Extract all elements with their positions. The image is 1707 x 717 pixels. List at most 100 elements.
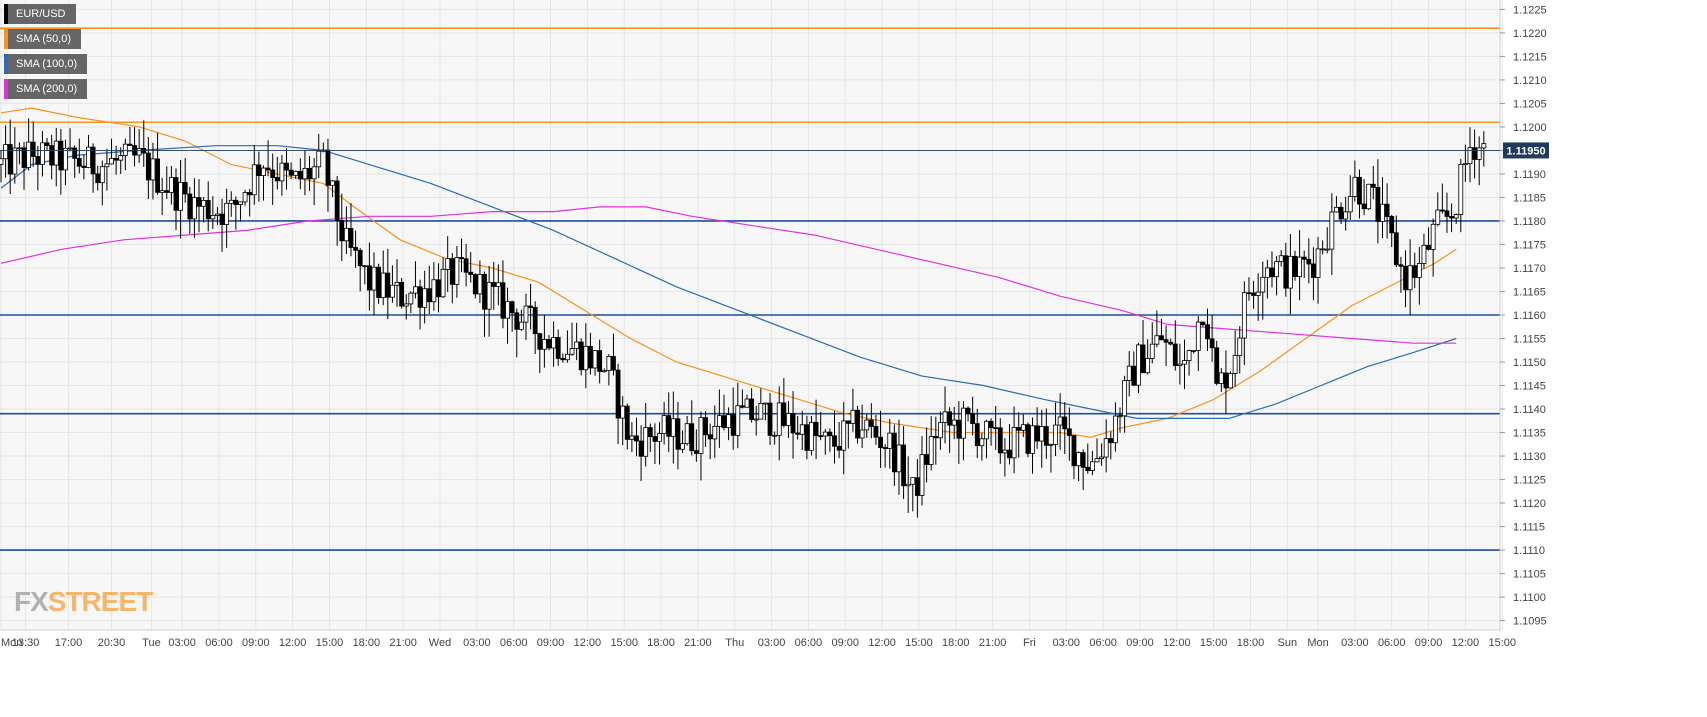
candle-body: [233, 199, 239, 206]
candle-body: [620, 405, 626, 419]
y-tick-label: 1.1140: [1513, 404, 1546, 416]
y-tick-label: 1.1185: [1513, 192, 1546, 204]
candle-body: [1334, 206, 1339, 213]
candle-body: [1228, 373, 1233, 389]
candle-body: [1085, 466, 1091, 471]
candle-body: [518, 321, 524, 330]
y-tick-label: 1.1205: [1513, 98, 1547, 110]
candle-body: [1255, 291, 1261, 296]
horizontal-levels: [0, 27, 1500, 551]
x-tick-label: Wed: [429, 637, 451, 649]
candle-body: [997, 427, 1003, 454]
candle-body: [887, 432, 893, 449]
candle-body: [348, 227, 354, 248]
candle-body: [1140, 344, 1146, 374]
candle-body: [330, 180, 335, 186]
y-tick-label: 1.1125: [1513, 475, 1546, 487]
candle-body: [873, 426, 879, 438]
candle-body: [95, 173, 101, 184]
candle-body: [523, 305, 529, 323]
candle-body: [928, 436, 934, 465]
candle-body: [454, 257, 460, 285]
candle-body: [486, 282, 492, 310]
candle-body: [790, 413, 796, 434]
candle-body: [551, 337, 556, 349]
candle-body: [196, 197, 202, 207]
candle-body: [864, 419, 870, 431]
candle-body: [1145, 358, 1151, 374]
candle-body: [1384, 203, 1390, 217]
candle-body: [1301, 256, 1307, 260]
candle-body: [21, 147, 27, 168]
candle-body: [624, 405, 630, 440]
candle-body: [1043, 426, 1049, 446]
candle-body: [178, 181, 183, 211]
candle-body: [1320, 248, 1326, 251]
candle-body: [712, 425, 718, 440]
x-tick-label: 15:00: [316, 637, 344, 649]
candle-body: [274, 177, 280, 182]
candle-body: [311, 166, 317, 180]
candle-body: [500, 282, 506, 319]
candle-body: [749, 398, 755, 420]
legend-label: SMA (100,0): [16, 58, 78, 70]
candle-body: [1218, 372, 1224, 384]
candle-body: [1472, 147, 1477, 160]
candle-body: [555, 337, 561, 359]
candle-body: [809, 421, 814, 451]
candle-body: [1182, 360, 1187, 365]
candle-body: [1089, 461, 1095, 471]
candle-body: [1062, 416, 1068, 430]
candle-body: [17, 147, 22, 150]
candle-body: [1030, 425, 1035, 454]
candle-body: [307, 167, 312, 180]
candle-body: [836, 445, 842, 451]
candle-body: [514, 312, 520, 330]
candle-body: [1449, 216, 1454, 219]
candle-body: [818, 435, 824, 438]
x-tick-label: 12:00: [1452, 637, 1480, 649]
candle-body: [707, 434, 713, 440]
candle-body: [1113, 415, 1118, 444]
x-tick-label: 21:00: [979, 637, 1007, 649]
candle-body: [1007, 449, 1012, 459]
candle-body: [1232, 355, 1238, 374]
sma-line: [0, 107, 1457, 438]
candle-body: [1011, 426, 1017, 459]
candle-body: [675, 418, 681, 450]
last-price-box: [1503, 142, 1549, 159]
x-tick-label: Mon: [1307, 637, 1328, 649]
candle-body: [63, 147, 68, 171]
candle-body: [680, 443, 685, 450]
candle-body: [1159, 335, 1164, 341]
candle-body: [1324, 248, 1330, 251]
legend-swatch: [4, 29, 8, 49]
y-tick-label: 1.1095: [1513, 616, 1547, 628]
candle-body: [426, 288, 432, 303]
candle-body: [182, 181, 188, 195]
candle-body: [776, 402, 782, 436]
candle-body: [1306, 258, 1312, 265]
candle-body: [735, 405, 741, 436]
candle-body: [546, 338, 552, 349]
candle-body: [795, 432, 801, 435]
candle-body: [26, 141, 32, 168]
candle-body: [615, 369, 621, 419]
candle-body: [1329, 211, 1335, 250]
candle-body: [601, 370, 607, 373]
candle-body: [1246, 292, 1252, 295]
candle-body: [597, 350, 603, 372]
candle-body: [878, 436, 883, 448]
candle-body: [399, 281, 405, 307]
x-tick-label: 18:00: [942, 637, 970, 649]
candle-body: [984, 420, 989, 440]
candle-body: [224, 202, 230, 225]
legend-item-sma-200: SMA (200,0): [4, 79, 88, 99]
candle-body: [86, 146, 91, 168]
candle-body: [109, 158, 114, 165]
candle-body: [150, 158, 156, 181]
candle-body: [505, 301, 510, 319]
x-tick-label: 03:00: [1341, 637, 1369, 649]
candle-body: [7, 144, 13, 175]
x-tick-label: 06:00: [500, 637, 528, 649]
